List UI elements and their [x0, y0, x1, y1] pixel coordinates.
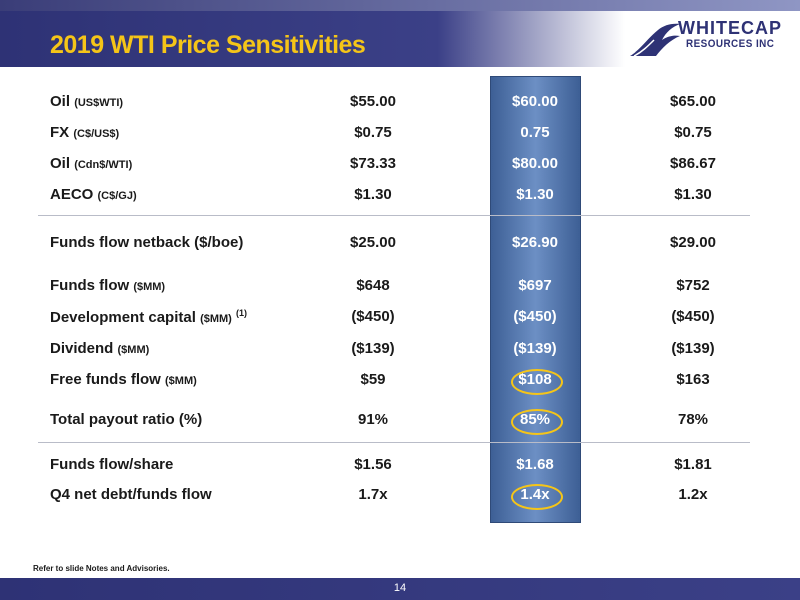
footnote-marker: (1) — [236, 308, 248, 318]
logo-text-secondary: RESOURCES INC — [686, 38, 775, 50]
table-row: Total payout ratio (%) 91% 85% 78% — [0, 408, 800, 432]
highlight-circle — [511, 484, 563, 510]
cell-value: ($139) — [513, 340, 557, 357]
row-label: Free funds flow ($MM) — [50, 371, 197, 388]
row-label: Funds flow netback ($/boe) — [50, 234, 244, 251]
cell-value: $59 — [360, 371, 386, 388]
table-row: FX (C$/US$) $0.75 0.75 $0.75 — [0, 121, 800, 145]
cell-value: 1.7x — [358, 486, 388, 503]
cell-value: $163 — [676, 371, 710, 388]
cell-value: $60.00 — [512, 93, 558, 110]
cell-value: ($450) — [513, 308, 557, 325]
divider — [38, 215, 750, 216]
row-label: Funds flow ($MM) — [50, 277, 166, 294]
cell-value: ($139) — [671, 340, 715, 357]
title-band: 2019 WTI Price Sensitivities — [0, 11, 625, 67]
table-row: Q4 net debt/funds flow 1.7x 1.4x 1.2x — [0, 483, 800, 507]
table-row: AECO (C$/GJ) $1.30 $1.30 $1.30 — [0, 183, 800, 207]
cell-value: $1.68 — [516, 456, 554, 473]
logo-wave-icon — [630, 23, 680, 57]
cell-value: $26.90 — [512, 234, 558, 251]
cell-value: $1.56 — [354, 456, 392, 473]
row-label: Oil (US$WTI) — [50, 93, 124, 110]
cell-value: ($450) — [351, 308, 395, 325]
page-number: 14 — [393, 582, 407, 594]
cell-value: $80.00 — [512, 155, 558, 172]
page-title: 2019 WTI Price Sensitivities — [50, 31, 366, 59]
cell-value: $1.30 — [354, 186, 392, 203]
cell-value: $1.81 — [674, 456, 712, 473]
cell-value: $86.67 — [670, 155, 716, 172]
cell-value: $1.30 — [516, 186, 554, 203]
row-label: Funds flow/share — [50, 456, 174, 473]
cell-value: $752 — [676, 277, 710, 294]
table-row: Funds flow netback ($/boe) $25.00 $26.90… — [0, 231, 800, 255]
highlight-column — [490, 76, 581, 523]
company-logo: WHITECAP RESOURCES INC — [628, 16, 788, 60]
cell-value: ($450) — [671, 308, 715, 325]
table-row: Funds flow ($MM) $648 $697 $752 — [0, 274, 800, 298]
table-row: Dividend ($MM) ($139) ($139) ($139) — [0, 337, 800, 361]
highlight-circle — [511, 409, 563, 435]
cell-value: $73.33 — [350, 155, 396, 172]
highlight-circle — [511, 369, 563, 395]
cell-value: $29.00 — [670, 234, 716, 251]
cell-value: 1.2x — [678, 486, 708, 503]
row-label: Q4 net debt/funds flow — [50, 486, 212, 503]
row-label: AECO (C$/GJ) — [50, 186, 137, 203]
divider — [38, 442, 750, 443]
row-label: Oil (Cdn$/WTI) — [50, 155, 133, 172]
cell-value: $0.75 — [674, 124, 712, 141]
logo-text-primary: WHITECAP — [678, 18, 782, 38]
table-row: Oil (US$WTI) $55.00 $60.00 $65.00 — [0, 90, 800, 114]
table-row: Funds flow/share $1.56 $1.68 $1.81 — [0, 453, 800, 477]
cell-value: 78% — [677, 411, 709, 428]
cell-value: $65.00 — [670, 93, 716, 110]
table-row: Development capital ($MM) (1) ($450) ($4… — [0, 305, 800, 329]
table-row: Oil (Cdn$/WTI) $73.33 $80.00 $86.67 — [0, 152, 800, 176]
cell-value: 91% — [357, 411, 389, 428]
cell-value: $1.30 — [674, 186, 712, 203]
cell-value: $697 — [518, 277, 552, 294]
cell-value: 0.75 — [520, 124, 550, 141]
row-label: Total payout ratio (%) — [50, 411, 203, 428]
footer-bar: 14 — [0, 578, 800, 600]
table-row: Free funds flow ($MM) $59 $108 $163 — [0, 368, 800, 392]
cell-value: $0.75 — [354, 124, 392, 141]
row-label: Dividend ($MM) — [50, 340, 150, 357]
cell-value: ($139) — [351, 340, 395, 357]
footnote: Refer to slide Notes and Advisories. — [33, 564, 170, 573]
cell-value: $648 — [356, 277, 390, 294]
top-accent-bar — [0, 0, 800, 11]
row-label: FX (C$/US$) — [50, 124, 120, 141]
row-label: Development capital ($MM) (1) — [50, 308, 248, 326]
cell-value: $55.00 — [350, 93, 396, 110]
cell-value: $25.00 — [350, 234, 396, 251]
